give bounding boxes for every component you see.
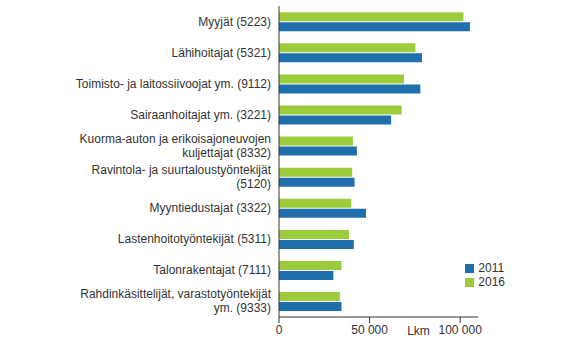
svg-text:50 000: 50 000 [351, 323, 388, 337]
svg-text:Sairaanhoitajat ym. (3221): Sairaanhoitajat ym. (3221) [130, 108, 271, 122]
svg-text:Myyjät (5223): Myyjät (5223) [198, 15, 271, 29]
svg-text:0: 0 [276, 323, 283, 337]
svg-text:Talonrakentajat (7111): Talonrakentajat (7111) [153, 263, 271, 277]
svg-text:100 000: 100 000 [438, 323, 482, 337]
svg-text:Lähihoitajat (5321): Lähihoitajat (5321) [172, 46, 271, 60]
svg-text:Myyntiedustajat (3322): Myyntiedustajat (3322) [150, 201, 271, 215]
svg-text:Rahdinkäsittelijät, varastotyö: Rahdinkäsittelijät, varastotyöntekijätym… [80, 287, 271, 315]
svg-text:Lastenhoitotyöntekijät (5311): Lastenhoitotyöntekijät (5311) [118, 232, 271, 246]
html-text:2011: 2011 [478, 261, 505, 275]
html-text:2016: 2016 [478, 275, 505, 289]
svg-text:Ravintola- ja suurtaloustyönte: Ravintola- ja suurtaloustyöntekijät(5120… [92, 163, 272, 191]
svg-text:Kuorma-auton ja erikoisajoneuv: Kuorma-auton ja erikoisajoneuvojenkuljet… [80, 132, 271, 160]
svg-text:Lkm: Lkm [407, 324, 430, 338]
svg-text:Toimisto- ja laitossiivoojat y: Toimisto- ja laitossiivoojat ym. (9112) [76, 77, 271, 91]
